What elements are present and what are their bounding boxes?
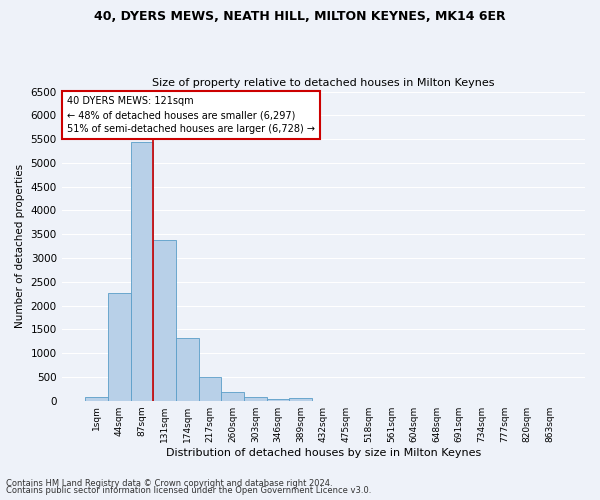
Bar [289,398,312,400]
Bar [131,142,154,400]
X-axis label: Distribution of detached houses by size in Milton Keynes: Distribution of detached houses by size … [166,448,481,458]
Text: 40 DYERS MEWS: 121sqm
← 48% of detached houses are smaller (6,297)
51% of semi-d: 40 DYERS MEWS: 121sqm ← 48% of detached … [67,96,315,134]
Title: Size of property relative to detached houses in Milton Keynes: Size of property relative to detached ho… [152,78,494,88]
Bar [85,398,108,400]
Text: Contains HM Land Registry data © Crown copyright and database right 2024.: Contains HM Land Registry data © Crown c… [6,478,332,488]
Text: Contains public sector information licensed under the Open Government Licence v3: Contains public sector information licen… [6,486,371,495]
Bar [199,378,221,400]
Bar [108,292,131,401]
Bar [176,338,199,400]
Bar [221,392,244,400]
Y-axis label: Number of detached properties: Number of detached properties [15,164,25,328]
Bar [244,397,266,400]
Text: 40, DYERS MEWS, NEATH HILL, MILTON KEYNES, MK14 6ER: 40, DYERS MEWS, NEATH HILL, MILTON KEYNE… [94,10,506,23]
Bar [154,240,176,400]
